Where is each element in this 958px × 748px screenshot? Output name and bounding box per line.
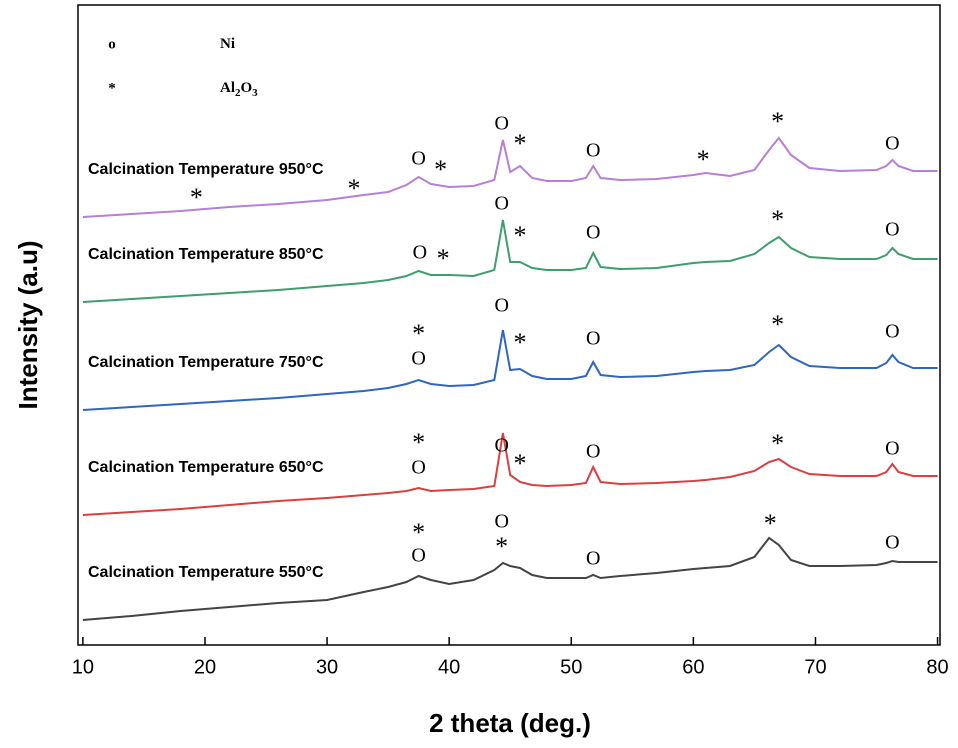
peak-marker: O	[413, 242, 427, 264]
peak-marker: *	[412, 319, 425, 348]
peak-marker: *	[513, 328, 526, 357]
peak-marker: *	[513, 221, 526, 250]
peak-marker: *	[764, 509, 777, 538]
legend-label: Al2O3	[220, 80, 258, 98]
peak-marker: O	[586, 328, 600, 350]
x-tick-label: 10	[72, 656, 94, 678]
peak-marker: *	[513, 129, 526, 158]
x-tick-label: 80	[926, 656, 948, 678]
peak-marker: O	[494, 435, 508, 457]
x-tick-label: 20	[194, 656, 216, 678]
peak-marker: O	[411, 457, 425, 479]
peak-marker: *	[347, 174, 360, 203]
peak-marker: *	[434, 155, 447, 184]
peak-marker: *	[412, 428, 425, 457]
peak-marker: O	[586, 222, 600, 244]
peak-marker: *	[190, 183, 203, 212]
series-line	[82, 536, 938, 621]
series-label: Calcination Temperature 750°C	[88, 354, 324, 371]
peak-marker: O	[494, 511, 508, 533]
series-label: Calcination Temperature 650°C	[88, 459, 324, 476]
series-label: Calcination Temperature 550°C	[88, 564, 324, 581]
peak-marker: O	[411, 348, 425, 370]
series-label: Calcination Temperature 850°C	[88, 246, 324, 263]
peak-marker: *	[495, 532, 508, 561]
peak-marker: O	[586, 548, 600, 570]
series-line	[82, 136, 938, 218]
legend-symbol: o	[108, 36, 116, 52]
peak-marker: O	[885, 219, 899, 241]
x-tick-label: 70	[804, 656, 826, 678]
series-line	[82, 329, 938, 411]
x-axis-title: 2 theta (deg.)	[429, 708, 591, 738]
x-tick-label: 60	[682, 656, 704, 678]
peak-marker: *	[513, 449, 526, 478]
peak-marker: *	[771, 107, 784, 136]
x-tick-label: 50	[560, 656, 582, 678]
peak-marker: O	[411, 545, 425, 567]
peak-marker: O	[411, 148, 425, 170]
peak-marker: O	[494, 193, 508, 215]
peak-marker: *	[412, 518, 425, 547]
peak-marker: O	[586, 441, 600, 463]
series-line	[82, 432, 938, 516]
peak-marker: *	[771, 310, 784, 339]
series-line	[82, 219, 938, 303]
peak-marker: O	[494, 295, 508, 317]
peak-marker: O	[494, 113, 508, 135]
x-tick-label: 40	[438, 656, 460, 678]
peak-marker: *	[771, 205, 784, 234]
peak-marker: *	[437, 244, 450, 273]
peak-marker: O	[885, 321, 899, 343]
series-label: Calcination Temperature 950°C	[88, 161, 324, 178]
peak-marker: O	[885, 133, 899, 155]
plot-frame	[77, 4, 941, 646]
legend-label: Ni	[220, 36, 235, 52]
peak-marker: O	[885, 532, 899, 554]
peak-marker: *	[771, 429, 784, 458]
legend-symbol: *	[108, 80, 116, 96]
x-tick-label: 30	[316, 656, 338, 678]
y-axis-title: Intensity (a.u)	[13, 240, 43, 409]
peak-marker: O	[885, 438, 899, 460]
peak-marker: O	[586, 140, 600, 162]
peak-marker: *	[697, 145, 710, 174]
